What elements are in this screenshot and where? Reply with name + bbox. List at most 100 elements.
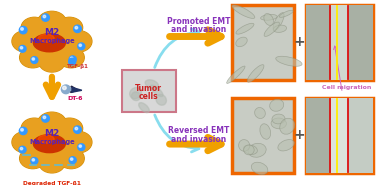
FancyBboxPatch shape <box>348 98 373 173</box>
Circle shape <box>19 45 26 52</box>
Ellipse shape <box>150 85 163 97</box>
Polygon shape <box>72 87 82 92</box>
Circle shape <box>19 146 26 153</box>
Ellipse shape <box>39 113 65 134</box>
Circle shape <box>78 43 85 50</box>
Ellipse shape <box>40 153 64 172</box>
Circle shape <box>78 144 85 151</box>
Circle shape <box>69 56 76 63</box>
Circle shape <box>42 115 50 122</box>
Ellipse shape <box>260 124 271 139</box>
Ellipse shape <box>13 132 39 152</box>
Text: and invasion: and invasion <box>171 135 226 144</box>
Circle shape <box>31 57 38 63</box>
Ellipse shape <box>264 14 273 25</box>
Ellipse shape <box>21 118 48 139</box>
Ellipse shape <box>38 135 54 143</box>
Ellipse shape <box>38 34 54 42</box>
Circle shape <box>69 58 76 65</box>
Ellipse shape <box>65 132 91 152</box>
Ellipse shape <box>58 47 84 68</box>
Ellipse shape <box>59 149 83 168</box>
Ellipse shape <box>22 18 46 37</box>
Ellipse shape <box>37 11 66 34</box>
Ellipse shape <box>236 37 247 47</box>
Ellipse shape <box>20 47 46 68</box>
Text: Macrophage: Macrophage <box>29 139 75 145</box>
Ellipse shape <box>28 23 76 60</box>
Ellipse shape <box>280 118 295 134</box>
Ellipse shape <box>132 92 141 101</box>
Ellipse shape <box>21 48 45 67</box>
Ellipse shape <box>247 65 264 82</box>
Ellipse shape <box>65 31 91 51</box>
Circle shape <box>79 145 82 147</box>
Ellipse shape <box>273 25 287 32</box>
Text: M2: M2 <box>44 129 60 138</box>
Ellipse shape <box>39 52 65 72</box>
Ellipse shape <box>56 17 83 38</box>
FancyBboxPatch shape <box>332 98 348 173</box>
Ellipse shape <box>57 119 82 138</box>
Ellipse shape <box>139 103 149 113</box>
Circle shape <box>43 116 46 119</box>
FancyBboxPatch shape <box>305 5 373 80</box>
Ellipse shape <box>22 119 46 138</box>
FancyBboxPatch shape <box>122 70 176 112</box>
Ellipse shape <box>21 149 45 168</box>
Circle shape <box>75 127 78 130</box>
Ellipse shape <box>64 31 92 52</box>
Ellipse shape <box>248 143 266 157</box>
Ellipse shape <box>264 22 279 36</box>
Ellipse shape <box>58 148 84 169</box>
Text: cells: cells <box>139 92 159 101</box>
Ellipse shape <box>40 52 64 71</box>
Ellipse shape <box>64 131 92 153</box>
Ellipse shape <box>232 5 255 19</box>
FancyBboxPatch shape <box>305 98 332 173</box>
Circle shape <box>75 26 78 29</box>
Text: Degraded TGF-β1: Degraded TGF-β1 <box>23 181 81 185</box>
Ellipse shape <box>28 123 76 161</box>
Ellipse shape <box>278 139 294 151</box>
Ellipse shape <box>59 48 83 67</box>
Circle shape <box>43 15 46 18</box>
Ellipse shape <box>28 23 76 60</box>
Ellipse shape <box>57 119 82 138</box>
FancyBboxPatch shape <box>232 5 294 80</box>
Ellipse shape <box>260 14 277 20</box>
Ellipse shape <box>65 132 91 152</box>
Text: Cell migration: Cell migration <box>322 85 371 90</box>
Circle shape <box>74 25 81 33</box>
Ellipse shape <box>65 31 91 51</box>
Ellipse shape <box>156 94 166 105</box>
Ellipse shape <box>239 139 250 151</box>
Ellipse shape <box>28 123 76 161</box>
Ellipse shape <box>236 23 254 34</box>
Ellipse shape <box>21 149 45 168</box>
Ellipse shape <box>33 34 65 52</box>
FancyBboxPatch shape <box>232 98 294 173</box>
Ellipse shape <box>279 10 293 17</box>
Ellipse shape <box>37 112 66 135</box>
Ellipse shape <box>130 88 141 99</box>
Ellipse shape <box>273 13 284 30</box>
Ellipse shape <box>145 80 158 89</box>
Circle shape <box>19 26 27 34</box>
Ellipse shape <box>243 145 257 154</box>
FancyBboxPatch shape <box>332 5 348 80</box>
Ellipse shape <box>13 31 39 51</box>
Ellipse shape <box>22 119 46 138</box>
Ellipse shape <box>40 52 64 71</box>
Ellipse shape <box>39 12 65 33</box>
Circle shape <box>32 159 34 161</box>
Circle shape <box>32 58 34 60</box>
Circle shape <box>31 157 38 164</box>
Ellipse shape <box>40 153 64 172</box>
Ellipse shape <box>56 118 83 139</box>
FancyBboxPatch shape <box>305 5 332 80</box>
Circle shape <box>21 28 23 30</box>
Text: Macrophage: Macrophage <box>29 38 75 44</box>
Circle shape <box>70 158 73 160</box>
Ellipse shape <box>33 135 65 153</box>
